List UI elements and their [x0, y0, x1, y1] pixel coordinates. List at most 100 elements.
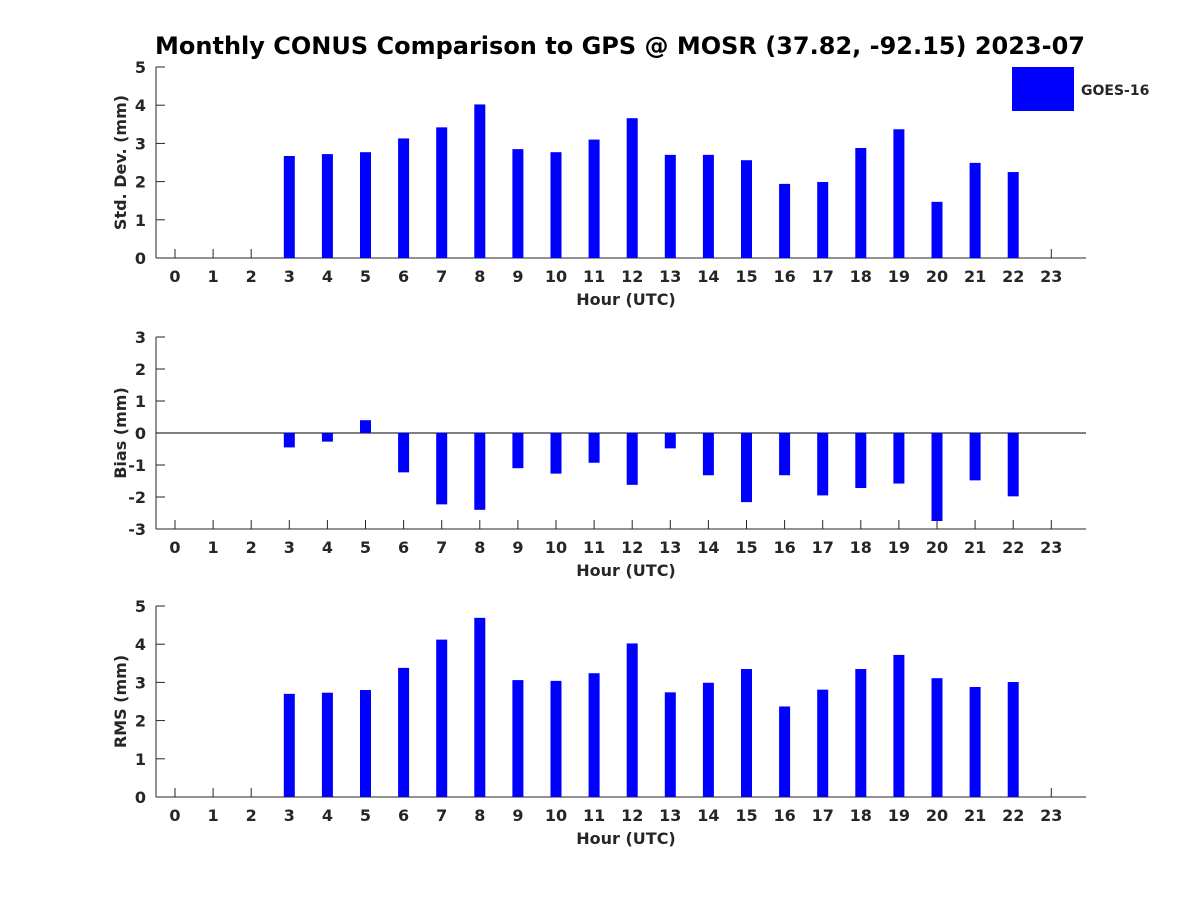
bar-bias-hour-5 — [360, 420, 371, 433]
x-tick-label: 12 — [621, 806, 643, 825]
legend: GOES-16 — [1012, 67, 1149, 111]
legend-swatch — [1012, 67, 1074, 111]
x-tick-label: 18 — [850, 267, 872, 286]
bar-std-hour-4 — [321, 154, 333, 258]
x-tick-label: 22 — [1002, 267, 1024, 286]
bar-rms-hour-13 — [664, 692, 676, 797]
bar-rms-hour-8 — [474, 617, 486, 797]
bar-rms-hour-3 — [283, 693, 295, 797]
x-tick-label: 7 — [436, 806, 447, 825]
bar-bias-hour-22 — [1007, 433, 1019, 497]
x-tick-label: 17 — [812, 806, 834, 825]
bar-rms-hour-11 — [588, 673, 600, 797]
x-tick-label: 15 — [735, 267, 757, 286]
x-tick-label: 1 — [208, 267, 219, 286]
x-tick-label: 20 — [926, 267, 948, 286]
x-tick-label: 0 — [169, 538, 180, 557]
x-tick-label: 20 — [926, 538, 948, 557]
bar-bias-hour-9 — [512, 433, 524, 469]
x-tick-label: 1 — [208, 538, 219, 557]
y-tick-label: 2 — [135, 712, 146, 731]
x-tick-label: 12 — [621, 267, 643, 286]
bar-bias-hour-8 — [474, 433, 486, 510]
bar-rms-hour-18 — [855, 669, 867, 797]
x-tick-label: 5 — [360, 538, 371, 557]
x-tick-label: 14 — [697, 538, 719, 557]
bar-std-hour-6 — [398, 138, 410, 258]
y-tick-label: 3 — [135, 673, 146, 692]
y-axis-label: Std. Dev. (mm) — [111, 95, 130, 230]
x-tick-label: 9 — [512, 806, 523, 825]
x-tick-label: 11 — [583, 538, 605, 557]
x-tick-label: 23 — [1040, 806, 1062, 825]
x-tick-label: 8 — [474, 267, 485, 286]
x-tick-label: 2 — [246, 267, 257, 286]
x-tick-label: 0 — [169, 806, 180, 825]
x-tick-label: 14 — [697, 806, 719, 825]
bar-rms-hour-19 — [893, 654, 905, 797]
y-tick-label: 5 — [135, 58, 146, 77]
x-tick-label: 7 — [436, 267, 447, 286]
bar-bias-hour-21 — [969, 433, 981, 481]
bar-rms-hour-20 — [931, 678, 943, 797]
y-tick-label: 4 — [135, 635, 146, 654]
bar-bias-hour-11 — [588, 433, 600, 463]
bar-std-hour-13 — [664, 154, 676, 258]
bar-bias-hour-19 — [893, 433, 905, 484]
y-tick-label: 1 — [135, 750, 146, 769]
bar-std-hour-21 — [969, 162, 981, 258]
bar-std-hour-14 — [702, 154, 714, 258]
x-tick-label: 3 — [284, 267, 295, 286]
y-tick-label: 0 — [135, 788, 146, 807]
bar-rms-hour-14 — [702, 682, 714, 797]
x-tick-label: 16 — [773, 538, 795, 557]
bar-std-hour-20 — [931, 201, 943, 258]
bar-std-hour-12 — [626, 118, 638, 258]
x-tick-label: 22 — [1002, 806, 1024, 825]
x-tick-label: 17 — [812, 267, 834, 286]
x-tick-label: 15 — [735, 538, 757, 557]
x-tick-label: 7 — [436, 538, 447, 557]
y-tick-label: -3 — [128, 520, 146, 539]
bar-std-hour-7 — [436, 127, 448, 258]
x-tick-label: 6 — [398, 267, 409, 286]
x-tick-label: 0 — [169, 267, 180, 286]
x-tick-label: 5 — [360, 806, 371, 825]
y-axis-label: RMS (mm) — [111, 655, 130, 748]
x-tick-label: 21 — [964, 806, 986, 825]
bar-bias-hour-3 — [283, 433, 295, 448]
bar-rms-hour-10 — [550, 680, 562, 797]
x-axis-label: Hour (UTC) — [576, 829, 676, 848]
x-tick-label: 14 — [697, 267, 719, 286]
bar-rms-hour-16 — [779, 706, 791, 797]
x-tick-label: 3 — [284, 806, 295, 825]
y-tick-label: 4 — [135, 96, 146, 115]
bar-bias-hour-14 — [702, 433, 714, 476]
x-axis-label: Hour (UTC) — [576, 290, 676, 309]
x-tick-label: 4 — [322, 538, 333, 557]
x-tick-label: 21 — [964, 267, 986, 286]
y-tick-label: 1 — [135, 392, 146, 411]
x-tick-label: 16 — [773, 806, 795, 825]
bar-std-hour-15 — [741, 160, 752, 258]
x-axis-label: Hour (UTC) — [576, 561, 676, 580]
bar-std-hour-19 — [893, 129, 905, 258]
bar-rms-hour-22 — [1007, 682, 1019, 797]
x-tick-label: 8 — [474, 538, 485, 557]
x-tick-label: 10 — [545, 538, 567, 557]
x-tick-label: 23 — [1040, 538, 1062, 557]
x-tick-label: 11 — [583, 806, 605, 825]
bar-std-hour-16 — [779, 183, 791, 258]
bar-bias-hour-12 — [626, 433, 638, 485]
y-tick-label: 0 — [135, 424, 146, 443]
x-tick-label: 18 — [850, 538, 872, 557]
x-tick-label: 21 — [964, 538, 986, 557]
y-tick-label: 2 — [135, 360, 146, 379]
y-tick-label: 5 — [135, 597, 146, 616]
bar-std-hour-5 — [360, 152, 371, 258]
x-tick-label: 13 — [659, 806, 681, 825]
